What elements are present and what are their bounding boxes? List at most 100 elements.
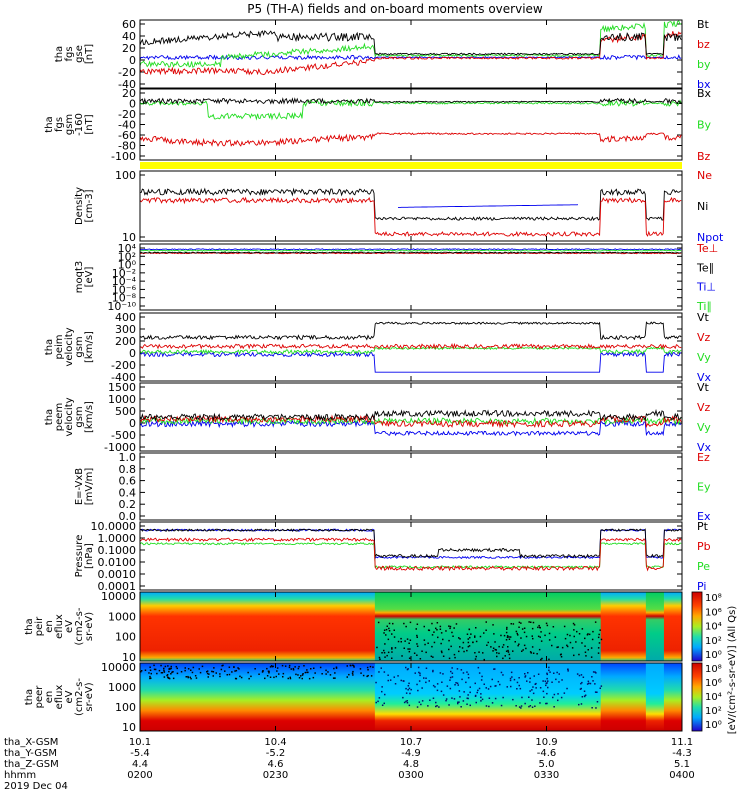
spectro-speck bbox=[352, 665, 355, 667]
spectro-speck bbox=[537, 626, 539, 629]
ytick-temp-2: 10⁰ bbox=[118, 259, 137, 272]
spectro-speck bbox=[391, 648, 393, 650]
ytick-peim-5: -400 bbox=[111, 371, 136, 384]
spectro-speck bbox=[438, 706, 440, 708]
spectro-speck bbox=[302, 673, 304, 675]
spectro-speck bbox=[501, 646, 504, 648]
spectro-speck bbox=[508, 657, 511, 660]
spectro-speck bbox=[403, 622, 405, 625]
spectro-speck bbox=[287, 677, 289, 680]
spectro-speck bbox=[378, 656, 381, 659]
spectro-speck bbox=[449, 625, 452, 628]
spectro-speck bbox=[518, 621, 521, 624]
spectro-speck bbox=[333, 667, 335, 670]
spectro-speck bbox=[508, 653, 511, 656]
spectro-speck bbox=[588, 633, 591, 636]
spectro-speck bbox=[418, 671, 420, 674]
spectro-speck bbox=[518, 677, 520, 679]
spectro-speck bbox=[301, 674, 304, 676]
spectro-speck bbox=[554, 636, 557, 638]
ylabel-peim-0: tha bbox=[44, 339, 55, 355]
spectro-speck bbox=[445, 698, 448, 700]
ytick-peir-2: 100 bbox=[115, 631, 136, 644]
spectro-speck bbox=[506, 635, 509, 637]
spectro-speck bbox=[268, 672, 270, 674]
spectro-speck bbox=[504, 655, 506, 657]
spectro-speck bbox=[547, 680, 549, 682]
spectro-speck bbox=[560, 696, 563, 699]
spectro-speck bbox=[469, 704, 471, 707]
plot-peir bbox=[140, 592, 682, 661]
spectro-speck bbox=[597, 647, 600, 649]
colorbar-tick-1-1: 10⁶ bbox=[705, 678, 722, 689]
spectro-speck bbox=[312, 676, 315, 679]
spectro-speck bbox=[391, 647, 393, 649]
spectro-speck bbox=[433, 641, 436, 644]
spectro-speck bbox=[418, 701, 421, 703]
spectro-speck bbox=[381, 652, 383, 654]
spectro-speck bbox=[432, 656, 434, 658]
ylabel-fgs-gse-2: gse bbox=[74, 45, 85, 63]
spectro-speck bbox=[381, 686, 383, 688]
spectro-speck bbox=[187, 676, 189, 679]
spectro-speck bbox=[405, 666, 407, 669]
spectro-speck bbox=[518, 643, 520, 645]
spectro-speck bbox=[474, 682, 476, 685]
spectro-speck bbox=[392, 622, 394, 625]
spectro-speck bbox=[409, 692, 411, 695]
ylabel-peir-2: en bbox=[44, 620, 55, 633]
spectro-speck bbox=[346, 665, 348, 667]
ytick-peim-1: 300 bbox=[115, 323, 136, 336]
spectro-speck bbox=[545, 622, 548, 625]
spectro-speck bbox=[359, 668, 362, 670]
spectro-speck bbox=[463, 691, 465, 693]
spectro-speck bbox=[534, 705, 536, 707]
spectro-speck bbox=[458, 701, 460, 703]
spectro-speck bbox=[215, 672, 217, 674]
spectro-speck bbox=[510, 685, 512, 688]
spectro-speck bbox=[449, 679, 451, 681]
spectro-speck bbox=[483, 683, 485, 685]
spectro-speck bbox=[303, 665, 305, 667]
spectro-speck bbox=[335, 666, 338, 668]
spectro-speck bbox=[523, 631, 526, 634]
spectro-speck bbox=[170, 667, 172, 670]
ytick-density-1: 10 bbox=[122, 231, 136, 244]
spectro-speck bbox=[381, 690, 383, 693]
spectro-speck bbox=[494, 668, 496, 670]
spectro-speck bbox=[482, 652, 484, 654]
spectro-speck bbox=[384, 656, 386, 658]
ylabel-peer-2: en bbox=[44, 691, 55, 704]
spectro-speck bbox=[167, 676, 169, 678]
spectro-speck bbox=[423, 639, 426, 641]
spectro-speck bbox=[507, 649, 509, 652]
spectro-speck bbox=[520, 705, 523, 707]
spectro-speck bbox=[269, 676, 272, 678]
spectro-speck bbox=[563, 692, 566, 694]
ytick-efield-3: 0.4 bbox=[119, 486, 137, 499]
colorbar-1 bbox=[691, 662, 703, 732]
spectro-speck bbox=[524, 676, 526, 678]
spectro-speck bbox=[384, 643, 386, 645]
spectro-speck bbox=[332, 677, 335, 679]
spectro-speck bbox=[228, 666, 231, 668]
xaxis-row-label-3: hhmm bbox=[4, 770, 36, 781]
spectro-speck bbox=[149, 666, 151, 668]
spectro-speck bbox=[402, 696, 404, 699]
ylabel-efield-0: E=-VxB bbox=[74, 468, 85, 505]
xaxis-row-label-0: tha_X-GSM bbox=[4, 737, 58, 748]
spectro-speck bbox=[439, 628, 442, 630]
legend-peim-1: Vz bbox=[697, 331, 711, 344]
spectro-speck bbox=[478, 651, 480, 653]
spectro-speck bbox=[585, 655, 587, 657]
ytick-peem-0: 1500 bbox=[108, 381, 136, 394]
spectro-speck bbox=[170, 665, 172, 668]
spectro-speck bbox=[455, 682, 457, 684]
spectro-speck bbox=[149, 675, 151, 678]
legend-density-2: Npot bbox=[697, 231, 724, 244]
spectro-speck bbox=[592, 671, 595, 673]
spectro-speck bbox=[352, 670, 354, 673]
spectro-speck bbox=[518, 626, 520, 628]
spectro-speck bbox=[458, 650, 460, 653]
